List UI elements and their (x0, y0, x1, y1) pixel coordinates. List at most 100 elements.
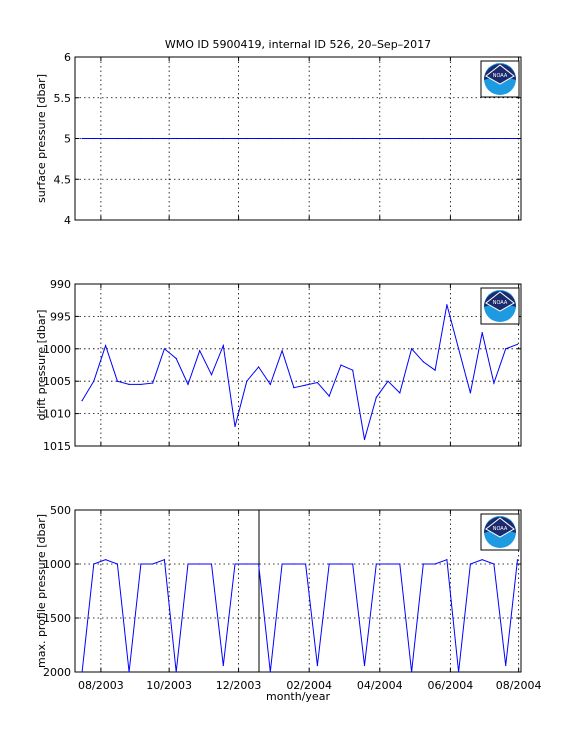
data-point (505, 348, 507, 350)
data-point (375, 137, 377, 140)
data-point (399, 137, 401, 140)
y-tick-label: 4.5 (54, 173, 72, 186)
data-point (175, 137, 177, 140)
data-point (446, 137, 448, 140)
data-point (434, 369, 436, 371)
data-point (469, 137, 471, 140)
data-point (163, 348, 166, 350)
data-point (246, 137, 248, 140)
data-point (234, 425, 236, 428)
data-point (316, 664, 319, 667)
data-point (210, 137, 213, 140)
data-point (104, 559, 107, 561)
y-axis-title: drift pressure [dbar] (35, 310, 48, 421)
data-point (446, 559, 448, 561)
data-point (399, 563, 401, 565)
data-point (305, 563, 307, 565)
data-point (458, 137, 460, 140)
max-profile-pressure-panel: 500 1000 1500 2000 08/2003 10/2003 12/2003 02/2… (35, 504, 541, 692)
data-point (163, 559, 166, 561)
y-tick-label: 2000 (43, 666, 71, 679)
data-point (363, 438, 366, 441)
data-point (387, 563, 389, 565)
y-tick-label: 6 (64, 51, 71, 64)
data-point (246, 380, 248, 382)
data-point (269, 671, 271, 673)
data-point (328, 563, 330, 565)
data-point (104, 344, 107, 347)
data-point (257, 137, 260, 140)
data-point (363, 664, 366, 667)
data-point (128, 383, 130, 386)
data-point (81, 137, 83, 140)
noaa-logo-icon: NOAA (480, 513, 520, 551)
noaa-logo-icon: NOAA (480, 60, 520, 98)
x-tick-label: 10/2003 (146, 679, 192, 692)
data-point (410, 671, 413, 673)
data-point (410, 137, 413, 140)
data-point (163, 137, 166, 140)
data-point (128, 137, 130, 140)
noaa-logo-icon: NOAA (480, 287, 520, 325)
data-point (469, 563, 471, 565)
data-point (422, 361, 424, 363)
y-tick-label: 500 (50, 504, 71, 517)
y-tick-label: 5.5 (54, 92, 72, 105)
data-point (481, 559, 483, 561)
data-point (187, 137, 189, 140)
data-point (363, 137, 366, 140)
logo-bird (485, 291, 515, 312)
data-point (387, 380, 389, 382)
data-point (328, 395, 330, 397)
data-point (140, 137, 142, 140)
y-axis-title: surface pressure [dbar] (35, 74, 48, 203)
data-point (246, 563, 248, 565)
data-point (199, 137, 201, 140)
data-point (152, 137, 154, 140)
data-point (281, 137, 283, 140)
y-tick-label: 990 (50, 278, 71, 291)
y-tick-label: 1000 (43, 558, 71, 571)
data-point (234, 563, 236, 565)
data-point (481, 137, 483, 140)
y-tick-label: 1010 (43, 408, 71, 421)
data-point (352, 369, 354, 371)
data-point (269, 383, 271, 386)
data-point (269, 137, 271, 140)
data-point (469, 392, 471, 394)
data-point (305, 384, 307, 386)
data-point (93, 137, 95, 140)
y-tick-label: 5 (64, 133, 71, 146)
data-point (340, 364, 342, 366)
data-point (140, 383, 142, 386)
x-axis-title: month/year (266, 690, 330, 703)
data-point (152, 382, 154, 384)
logo-bird (485, 64, 515, 85)
data-point (505, 137, 507, 140)
data-point (187, 563, 189, 565)
data-point (152, 563, 154, 565)
plot-frame (74, 283, 522, 447)
logo-text: NOAA (493, 300, 508, 306)
data-point (305, 137, 307, 140)
y-tick-label: 1000 (43, 343, 71, 356)
data-point (257, 366, 260, 368)
data-point (222, 664, 224, 667)
data-point (422, 137, 424, 140)
data-point (293, 137, 295, 140)
data-point (516, 559, 519, 561)
data-point (493, 382, 495, 384)
x-tick-label: 04/2004 (357, 679, 403, 692)
data-point (234, 137, 236, 140)
data-point (458, 671, 460, 673)
x-tick-label: 02/2004 (286, 679, 332, 692)
logo-bird (485, 517, 515, 538)
data-point (434, 563, 436, 565)
y-tick-label: 1500 (43, 612, 71, 625)
data-point (493, 137, 495, 140)
data-point (328, 137, 330, 140)
data-point (293, 563, 295, 565)
data-point (187, 383, 189, 386)
data-point (210, 374, 213, 376)
data-point (93, 563, 95, 565)
